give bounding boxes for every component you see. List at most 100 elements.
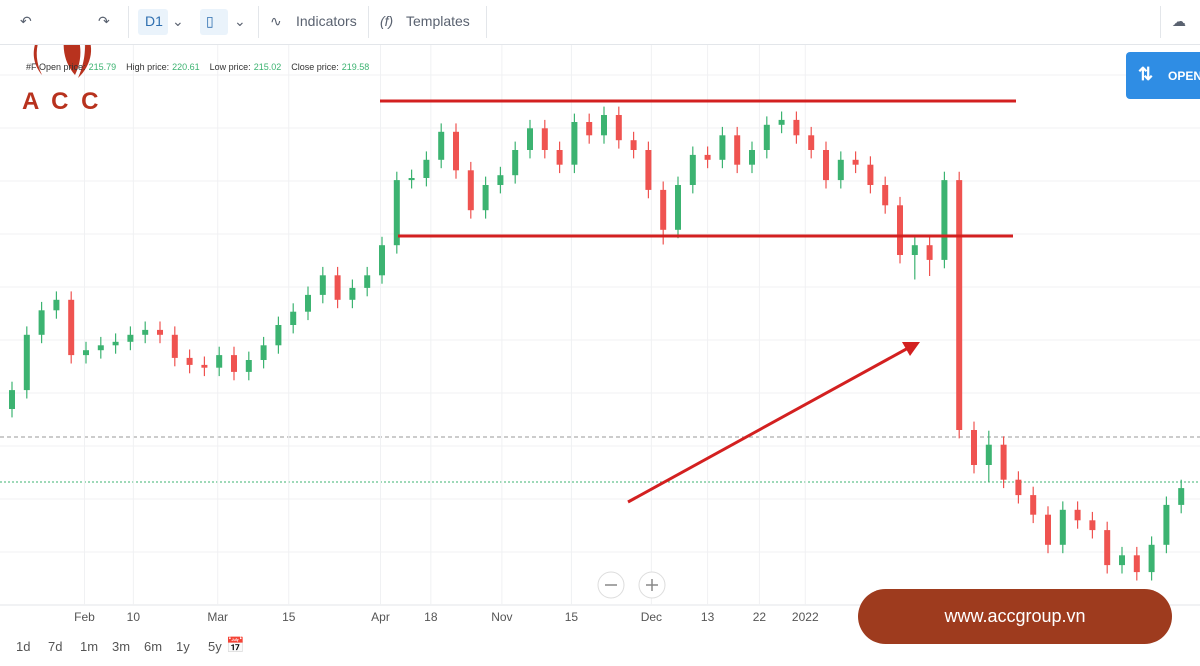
x-tick-label: Feb: [74, 610, 95, 624]
candle-body: [882, 185, 889, 206]
candle-body: [349, 287, 356, 300]
legend-label: Low price:: [209, 62, 251, 72]
candle-body: [423, 159, 430, 178]
candle-body: [1119, 555, 1125, 566]
candle-body: [1104, 530, 1111, 566]
range-button[interactable]: 1d: [16, 639, 31, 654]
candle-body: [68, 299, 75, 356]
candle-body: [1074, 509, 1081, 521]
candle-body: [527, 128, 533, 150]
legend-value: 220.61: [172, 62, 200, 72]
candle-body: [971, 430, 977, 465]
cloud-icon[interactable]: ☁: [1172, 13, 1186, 29]
separator: [368, 6, 369, 38]
candle-body: [364, 275, 371, 288]
chart-type-pill: [200, 9, 228, 35]
candle-body: [615, 115, 622, 141]
separator: [128, 6, 129, 38]
candle-body: [823, 150, 829, 181]
separator: [258, 6, 259, 38]
candle-body: [38, 310, 45, 335]
candle-body: [334, 275, 341, 300]
candle-body: [23, 334, 30, 391]
candle-body: [645, 150, 652, 190]
range-button[interactable]: 6m: [144, 639, 163, 654]
candle-body: [157, 329, 163, 335]
candle-body: [1089, 520, 1096, 531]
candle-body: [305, 294, 311, 312]
candle-body: [231, 355, 237, 372]
range-button[interactable]: 7d: [48, 639, 63, 654]
candle-body: [408, 178, 415, 181]
candle-body: [1178, 488, 1185, 505]
candle-body: [1163, 504, 1170, 545]
candle-body: [112, 341, 119, 346]
trend-arrow: [627, 345, 911, 504]
separator: [1160, 6, 1161, 38]
x-tick-label: 13: [701, 610, 715, 624]
x-tick-label: Nov: [491, 610, 512, 624]
x-tick-label: Dec: [641, 610, 662, 624]
toolbar: ↶ ↷ D1 ⌄ ▯ ⌄ ∿ Indicators (f) Templates …: [0, 0, 1200, 45]
indicators[interactable]: Indicators: [296, 13, 357, 29]
candle-body: [778, 119, 785, 125]
logo-text: A C C: [22, 88, 102, 115]
candle-body: [571, 122, 578, 165]
candle-body: [956, 180, 963, 430]
separator: [486, 6, 487, 38]
chart-type-icon[interactable]: ▯: [206, 13, 214, 29]
range-button[interactable]: 1m: [80, 639, 99, 654]
ohlc-legend: #F Open price: 215.79 High price: 220.61 Low…: [26, 62, 379, 72]
candle-body: [897, 205, 903, 255]
logo-flame: [33, 10, 92, 78]
candle-body: [393, 180, 400, 246]
open-label: OPEN: [1168, 69, 1200, 83]
undo-icon[interactable]: ↶: [20, 13, 32, 29]
candle-body: [53, 299, 60, 311]
candle-body: [216, 355, 223, 368]
legend-label: Open price:: [39, 62, 86, 72]
x-tick-label: Apr: [371, 610, 390, 624]
candle-body: [467, 170, 474, 211]
candle-body: [1015, 479, 1022, 496]
redo-icon[interactable]: ↷: [98, 13, 110, 29]
candle-body: [379, 245, 385, 276]
range-button[interactable]: 1y: [176, 639, 190, 654]
interval[interactable]: D1: [145, 13, 163, 29]
candle-body: [290, 311, 297, 325]
interval-pill: [138, 9, 168, 35]
zoom-in-icon: [646, 579, 658, 591]
candle-body: [704, 154, 711, 160]
candle-body: [689, 154, 696, 185]
legend-value: 215.79: [88, 62, 117, 72]
range-button[interactable]: 3m: [112, 639, 131, 654]
x-tick-label: 10: [127, 610, 141, 624]
candle-body: [1045, 514, 1051, 545]
legend-label: Close price:: [291, 62, 339, 72]
symbol: #F: [26, 62, 37, 72]
open-icon: ⇅: [1138, 64, 1154, 84]
candle-body: [171, 334, 178, 358]
candle-body: [541, 128, 548, 150]
candle-body: [127, 334, 134, 342]
legend-value: 219.58: [341, 62, 370, 72]
candle-body: [83, 350, 89, 356]
x-tick-label: 22: [753, 610, 767, 624]
range-button[interactable]: 5y: [208, 639, 222, 654]
templates[interactable]: Templates: [406, 13, 470, 29]
candle-body: [837, 159, 844, 181]
x-tick-label: 15: [565, 610, 579, 624]
candle-body: [186, 357, 193, 365]
dropdown-icon[interactable]: ⌄: [234, 13, 246, 29]
candle-body: [675, 185, 681, 230]
candle-body: [142, 329, 149, 335]
dropdown-icon[interactable]: ⌄: [172, 13, 184, 29]
candle-body: [319, 275, 326, 295]
candle-body: [275, 325, 282, 346]
candle-body: [749, 150, 755, 165]
x-tick-label: 2022: [792, 610, 819, 624]
open-button[interactable]: ⇅ OPEN: [1126, 52, 1200, 99]
candle-body: [808, 135, 815, 150]
candle-body: [985, 444, 992, 465]
